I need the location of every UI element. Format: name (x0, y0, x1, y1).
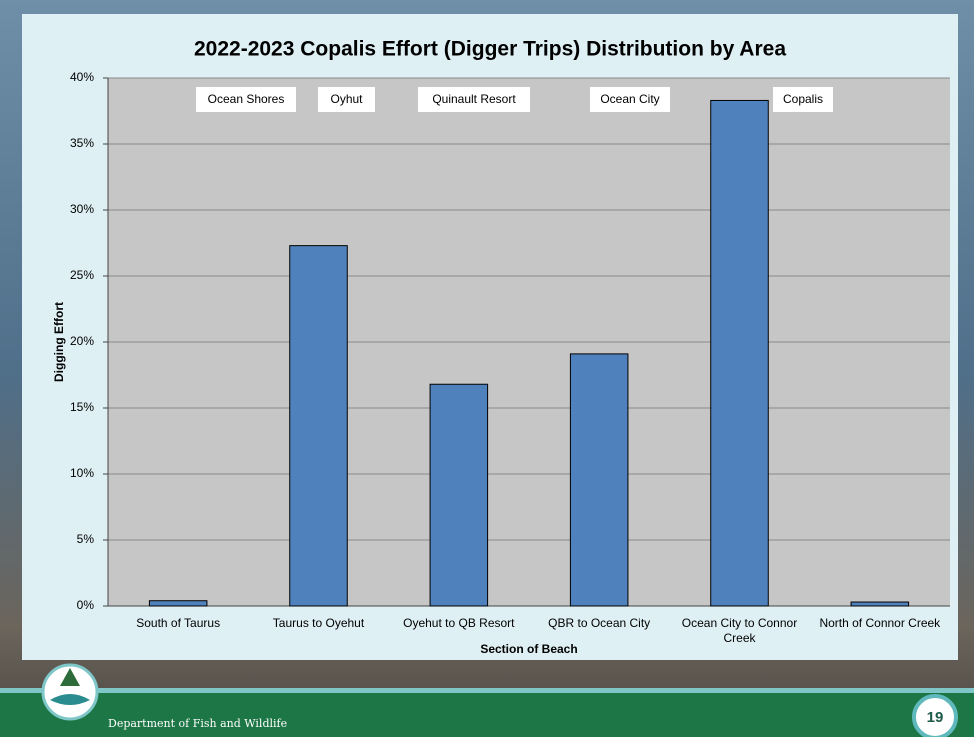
y-axis-title: Digging Effort (52, 302, 66, 382)
y-tick-label: 15% (70, 400, 94, 414)
bar (148, 600, 208, 607)
page-number: 19 (927, 709, 944, 726)
x-tick-label: Oyehut to QB Resort (403, 616, 515, 630)
x-tick-label-box: Oyehut to QB Resort (403, 616, 515, 630)
annotation-box (418, 87, 530, 112)
x-tick-label-box: QBR to Ocean City (548, 616, 651, 630)
y-tick-label: 20% (70, 334, 94, 348)
x-tick-label-box: North of Connor Creek (819, 616, 941, 630)
x-tick-label-box: Ocean City to Connor Creek (681, 616, 798, 645)
y-tick-label: 40% (70, 70, 94, 84)
footer-organization: Department of Fish and Wildlife (108, 717, 287, 730)
annotation-box (590, 87, 670, 112)
annotation: Ocean City (600, 92, 659, 106)
x-tick-label-box: Taurus to Oyehut (272, 616, 365, 630)
x-tick-label: Ocean City to Connor Creek (681, 616, 798, 645)
y-tick-label: 30% (70, 202, 94, 216)
logo-tree (60, 668, 80, 686)
annotation-box (318, 87, 375, 112)
annotation-box (773, 87, 833, 112)
x-tick-label: Taurus to Oyehut (272, 616, 365, 630)
x-tick-label: North of Connor Creek (819, 616, 941, 630)
footer-stripe (0, 688, 974, 693)
bar (710, 99, 769, 607)
annotation: Copalis (783, 92, 823, 106)
annotation: Oyhut (330, 92, 363, 106)
agency-logo (41, 663, 99, 721)
y-tick-label: 35% (70, 136, 94, 150)
chart-title: 2022-2023 Copalis Effort (Digger Trips) … (194, 38, 786, 61)
y-tick-label: 10% (70, 466, 94, 480)
annotation-box (196, 87, 296, 112)
x-tick-label: South of Taurus (136, 616, 221, 630)
bar (569, 353, 629, 607)
x-tick-label: QBR to Ocean City (548, 616, 651, 630)
y-tick-label: 0% (77, 598, 95, 612)
footer-bar (0, 693, 974, 737)
bar (850, 601, 910, 607)
annotation: Quinault Resort (432, 92, 516, 106)
annotation: Ocean Shores (208, 92, 285, 106)
x-axis-title: Section of Beach (480, 642, 577, 656)
bar (429, 383, 489, 607)
logo-wave (50, 694, 90, 705)
y-tick-label: 25% (70, 268, 94, 282)
bar (289, 245, 348, 607)
x-tick-label-box: South of Taurus (136, 616, 221, 630)
y-tick-label: 5% (77, 532, 95, 546)
